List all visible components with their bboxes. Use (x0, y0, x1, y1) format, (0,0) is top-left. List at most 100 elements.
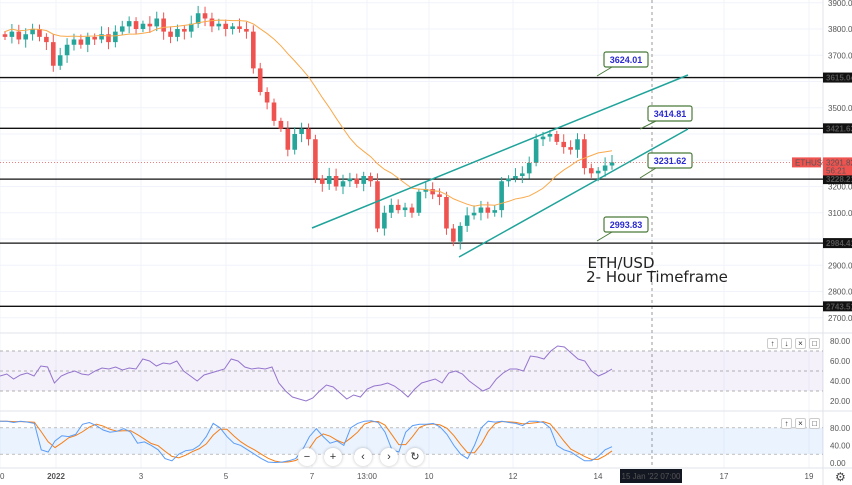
candle-body (168, 31, 173, 37)
candle-body (437, 194, 442, 197)
candle-body (533, 139, 539, 163)
candle-body (368, 176, 373, 182)
candle-body (50, 42, 56, 66)
symbol-tag-label: ETHUSD (795, 158, 828, 167)
stoch-tick-label: 40.00 (830, 441, 851, 450)
close-pane-button[interactable]: × (795, 418, 806, 429)
close-pane-button[interactable]: × (795, 338, 806, 349)
maximize-pane-button[interactable]: □ (809, 418, 820, 429)
candle-body (133, 21, 139, 29)
rsi-tick-label: 20.00 (830, 397, 851, 406)
time-tick-label: 3 (139, 472, 144, 481)
level-price-label: 3228.21 (826, 175, 852, 184)
level-price-box (823, 72, 852, 83)
candle-body (285, 128, 291, 150)
settings-gear-icon[interactable]: ⚙ (835, 470, 846, 484)
candle-body (223, 23, 229, 29)
candle-body (175, 29, 180, 37)
move-up-button[interactable]: ↑ (767, 338, 778, 349)
candle-body (444, 197, 449, 229)
candle-body (209, 18, 215, 27)
scroll-right-button[interactable]: › (380, 448, 398, 466)
candle-body (216, 23, 222, 27)
level-price-label: 3615.04 (826, 74, 852, 83)
stoch-tick-label: 80.00 (830, 424, 851, 433)
stoch-tick-label: 0.00 (830, 459, 846, 468)
candle-body (340, 181, 346, 187)
channel-lower-line (458, 128, 689, 258)
symbol-tag (792, 157, 821, 168)
candle-body (126, 21, 132, 27)
level-price-box (823, 123, 852, 134)
candle-body (602, 165, 608, 171)
candle-body (64, 44, 70, 56)
candle-body (561, 141, 567, 148)
candle-body (44, 36, 49, 43)
candle-body (354, 178, 360, 184)
candle-body (154, 18, 160, 27)
zoom-out-button[interactable]: − (298, 448, 316, 466)
candle-body (71, 39, 77, 45)
candle-body (257, 68, 263, 92)
candle-body (78, 39, 84, 45)
candle-body (499, 181, 504, 211)
time-tick-label: 2022 (47, 472, 65, 481)
callout-pointer (596, 66, 613, 77)
callout-box (647, 152, 693, 169)
time-tick-label: 7 (310, 472, 315, 481)
candle-body (520, 173, 525, 176)
price-tick-label: 2800.00 (828, 288, 852, 297)
time-tick-label: 12 (509, 472, 518, 481)
crosshair-time-label: 15 Jan '22 07:00 (622, 472, 681, 481)
current-price-box (823, 157, 852, 176)
price-tick-label: 3500.00 (828, 104, 852, 113)
time-tick-label: 17 (720, 472, 729, 481)
callout-label: 2993.83 (610, 220, 643, 230)
candle-body (182, 29, 187, 32)
candle-body (251, 31, 256, 69)
level-price-box (823, 174, 852, 185)
level-price-label: 2743.51 (826, 302, 852, 311)
maximize-pane-button[interactable]: □ (809, 338, 820, 349)
candle-body (402, 207, 408, 211)
moving-average-line (4, 19, 613, 207)
candle-body (540, 136, 546, 140)
time-tick-label: 0 (0, 472, 5, 481)
candle-body (513, 176, 518, 179)
callout-label: 3231.62 (654, 156, 687, 166)
candle-body (99, 34, 104, 40)
channel-upper-line (311, 74, 689, 229)
candle-body (161, 18, 166, 32)
candle-body (464, 215, 470, 226)
candle-body (388, 204, 394, 213)
zoom-in-button[interactable]: + (324, 448, 342, 466)
chart-subtitle: 2- Hour Timeframe (586, 268, 728, 286)
candle-body (423, 189, 429, 192)
candle-body (554, 134, 560, 142)
time-tick-label: 5 (224, 472, 229, 481)
candle-body (416, 191, 422, 213)
reset-chart-button[interactable]: ↻ (406, 448, 424, 466)
candle-body (485, 207, 491, 213)
candle-body (582, 139, 587, 169)
rsi-tick-label: 40.00 (830, 377, 851, 386)
chart-navigation: − + ‹ › ↻ (298, 448, 424, 466)
scroll-left-button[interactable]: ‹ (354, 448, 372, 466)
move-up-button[interactable]: ↑ (781, 418, 792, 429)
price-tick-label: 3900.00 (828, 0, 852, 8)
candle-body (492, 210, 498, 213)
candle-body (9, 31, 15, 37)
candle-body (306, 128, 311, 140)
candle-body (595, 170, 601, 174)
move-down-button[interactable]: ↓ (781, 338, 792, 349)
candle-body (382, 212, 387, 229)
candle-body (202, 13, 208, 19)
candle-body (333, 176, 339, 187)
price-tick-label: 2700.00 (828, 314, 852, 323)
candle-body (409, 207, 415, 213)
candle-body (140, 23, 146, 29)
candle-body (395, 204, 401, 211)
rsi-line (0, 345, 613, 402)
candle-body (457, 225, 463, 242)
